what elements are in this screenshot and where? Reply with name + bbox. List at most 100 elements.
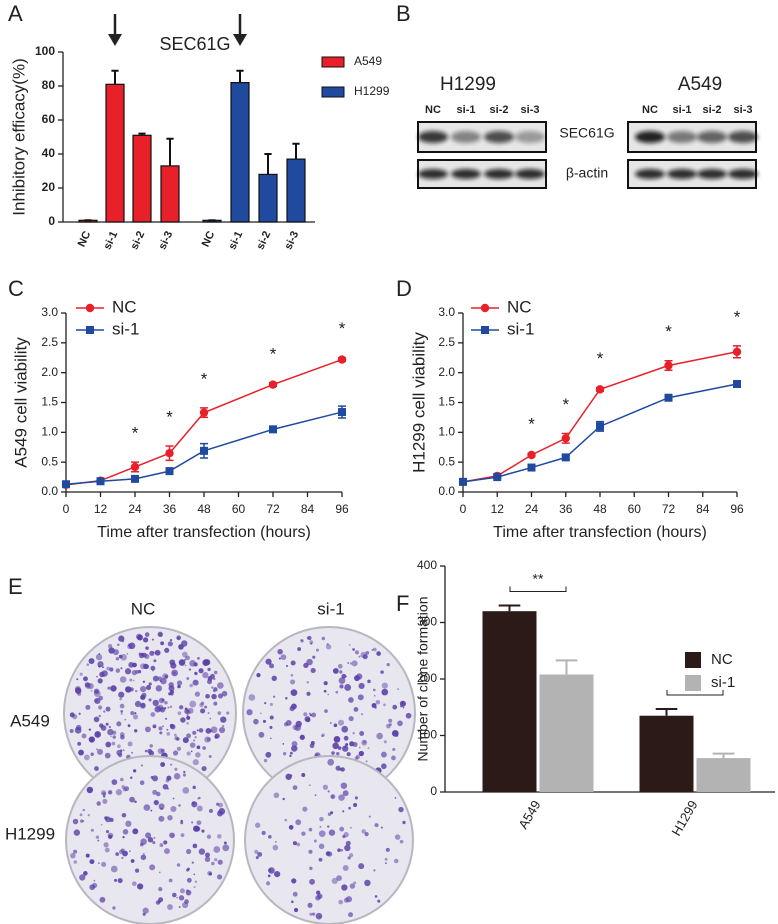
point bbox=[269, 425, 277, 434]
colony bbox=[158, 803, 165, 810]
colony bbox=[293, 907, 299, 913]
colony bbox=[93, 698, 99, 704]
colony bbox=[137, 883, 144, 890]
colony bbox=[79, 672, 83, 676]
colony bbox=[97, 748, 103, 755]
colony bbox=[107, 643, 113, 649]
bar bbox=[230, 81, 250, 223]
colony bbox=[373, 695, 376, 697]
colony bbox=[102, 798, 108, 804]
colony bbox=[311, 712, 317, 718]
colony bbox=[176, 680, 183, 686]
colony bbox=[121, 856, 124, 860]
colony bbox=[381, 763, 387, 770]
colony bbox=[310, 740, 315, 745]
colony bbox=[69, 729, 74, 733]
colony bbox=[111, 779, 118, 785]
colony bbox=[318, 830, 326, 838]
arrow bbox=[233, 14, 247, 46]
colony bbox=[105, 830, 110, 834]
colony bbox=[348, 806, 352, 810]
legend-marker bbox=[480, 303, 490, 313]
y-tick-label: 2.0 bbox=[438, 365, 455, 379]
colony bbox=[285, 719, 292, 726]
legend-marker bbox=[86, 326, 94, 334]
colony bbox=[321, 734, 324, 737]
colony bbox=[93, 879, 96, 882]
colony bbox=[153, 799, 159, 806]
colony bbox=[365, 760, 368, 763]
x-tick-label: 24 bbox=[525, 502, 539, 516]
colony bbox=[194, 736, 197, 739]
colony bbox=[148, 750, 155, 756]
legend-label: si-1 bbox=[112, 319, 139, 338]
colony bbox=[313, 839, 317, 843]
point bbox=[733, 380, 741, 389]
colony bbox=[304, 716, 311, 722]
y-tick-label: 0.5 bbox=[41, 454, 58, 468]
colony bbox=[110, 735, 112, 738]
point bbox=[459, 477, 467, 486]
significance-label: * bbox=[339, 319, 346, 338]
colony bbox=[150, 712, 156, 717]
colony bbox=[96, 801, 101, 806]
colony bbox=[192, 843, 198, 849]
colony bbox=[198, 668, 204, 674]
colony bbox=[140, 764, 143, 767]
colony bbox=[120, 713, 123, 715]
colony bbox=[358, 750, 365, 757]
colony bbox=[169, 723, 174, 728]
colony bbox=[271, 675, 277, 681]
colony bbox=[108, 647, 115, 654]
error-bar bbox=[111, 69, 119, 85]
colony bbox=[315, 648, 319, 652]
colony bbox=[100, 790, 107, 796]
colony bbox=[150, 665, 156, 671]
colony bbox=[104, 752, 111, 759]
colony bbox=[321, 636, 326, 641]
colony bbox=[162, 725, 164, 727]
colony bbox=[272, 844, 279, 851]
colony bbox=[371, 703, 377, 708]
colony bbox=[172, 797, 175, 800]
colony bbox=[289, 754, 292, 758]
colony bbox=[207, 870, 212, 876]
colony bbox=[297, 647, 302, 651]
colony bbox=[115, 657, 120, 661]
x-tick-label: NC bbox=[76, 229, 94, 249]
point bbox=[561, 453, 570, 462]
colony bbox=[315, 912, 323, 920]
colony bbox=[186, 677, 190, 680]
colony bbox=[348, 644, 351, 646]
y-tick-label: 40 bbox=[42, 146, 56, 160]
colony bbox=[121, 812, 127, 818]
colony bbox=[205, 852, 210, 858]
colony bbox=[153, 659, 157, 663]
row-label: β-actin bbox=[566, 165, 608, 181]
colony bbox=[105, 706, 111, 712]
colony bbox=[134, 689, 138, 693]
colony bbox=[193, 886, 196, 889]
bar bbox=[286, 158, 306, 223]
x-tick-label: 36 bbox=[559, 502, 573, 516]
colony bbox=[105, 741, 112, 748]
colony bbox=[160, 678, 167, 685]
x-tick-label: 48 bbox=[197, 502, 211, 516]
colony bbox=[306, 658, 313, 666]
colony bbox=[158, 726, 163, 731]
band bbox=[484, 169, 514, 179]
colony bbox=[353, 803, 358, 808]
point bbox=[664, 361, 673, 370]
bar bbox=[160, 165, 180, 223]
colony bbox=[152, 675, 159, 682]
colony bbox=[142, 680, 146, 683]
colony bbox=[198, 728, 204, 733]
x-tick-label: 48 bbox=[593, 502, 607, 516]
colony bbox=[345, 840, 351, 846]
legend-swatch bbox=[685, 652, 701, 668]
colony bbox=[132, 828, 139, 835]
y-tick-label: 0 bbox=[48, 214, 55, 228]
colony bbox=[140, 838, 147, 845]
colony bbox=[165, 717, 168, 720]
colony bbox=[118, 691, 125, 698]
